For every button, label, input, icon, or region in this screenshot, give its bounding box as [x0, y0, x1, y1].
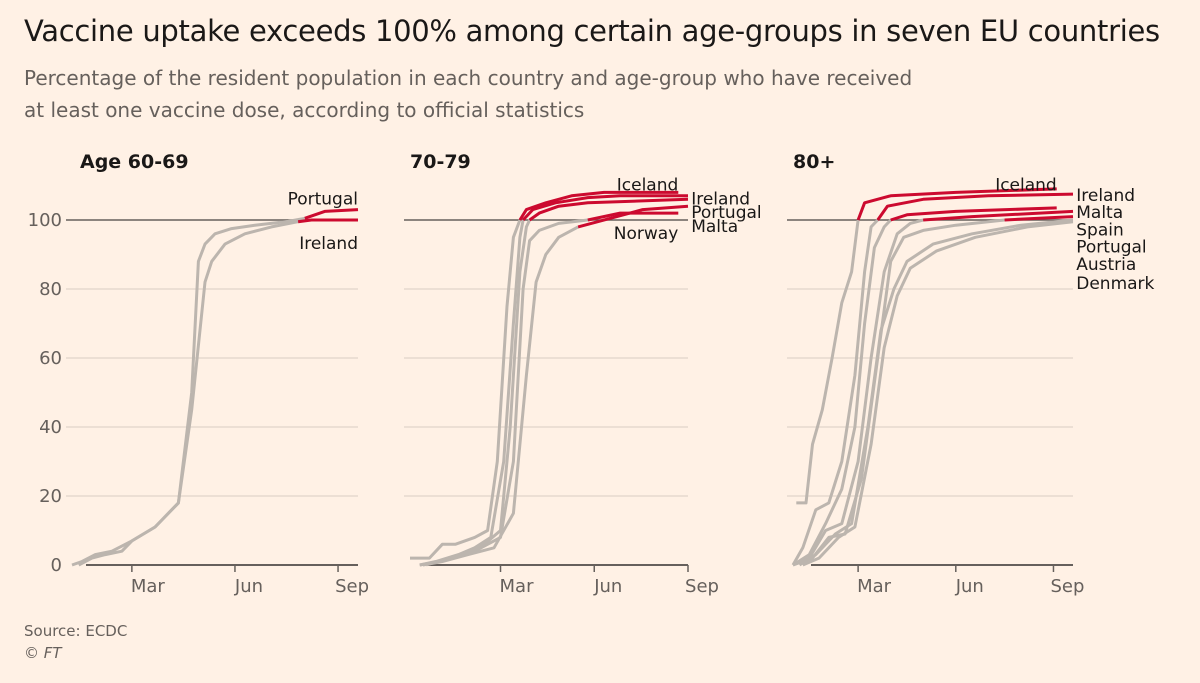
- chart-subtitle: Percentage of the resident population in…: [24, 62, 1064, 126]
- panel-title: 80+: [793, 151, 835, 173]
- series-label-spain: Spain: [1076, 220, 1124, 240]
- highlight-layer: [856, 187, 1074, 222]
- y-tick-label: 80: [39, 279, 62, 300]
- footer: Source: ECDC © FT: [24, 620, 127, 664]
- x-tick-label: Sep: [685, 576, 719, 597]
- series-label-iceland: Iceland: [995, 176, 1057, 196]
- series-line-malta: [425, 218, 588, 567]
- x-tick-label: Sep: [335, 576, 369, 597]
- series-label-portugal: Portugal: [288, 189, 358, 209]
- y-tick-label: 40: [39, 417, 62, 438]
- series-highlight-malta: [890, 206, 1057, 222]
- series-highlight-portugal: [304, 208, 359, 220]
- series-label-ireland: Ireland: [299, 234, 358, 254]
- series-line-spain: [792, 218, 924, 567]
- series-highlight-iceland: [856, 187, 1057, 221]
- series-highlight-iceland: [518, 190, 679, 221]
- series-highlight-portugal: [528, 197, 689, 222]
- series-label-austria: Austria: [1076, 255, 1136, 275]
- series-highlight-ireland: [876, 192, 1074, 221]
- x-tick-label: Jun: [234, 576, 263, 597]
- x-tick-label: Mar: [857, 576, 892, 597]
- source-note: Source: ECDC: [24, 622, 128, 640]
- subtitle-line-1: Percentage of the resident population in…: [24, 66, 913, 90]
- series-line-ireland: [78, 220, 299, 567]
- subtitle-line-2: at least one vaccine dose, according to …: [24, 98, 585, 122]
- y-tick-label: 60: [39, 348, 62, 369]
- series-label-ireland: Ireland: [1076, 186, 1135, 206]
- series-line-portugal: [71, 216, 306, 567]
- series-line-ireland: [419, 219, 525, 567]
- series-highlight-ireland: [522, 194, 688, 222]
- x-tick-label: Jun: [593, 576, 622, 597]
- grey-layer: [71, 216, 306, 567]
- series-label-ireland: Ireland: [691, 189, 750, 209]
- panel-3: 80+ Mar Jun Sep Iceland IrelandMaltaSpainPort…: [787, 151, 1155, 597]
- series-label-iceland: Iceland: [617, 176, 679, 196]
- series-line-ireland: [791, 218, 879, 566]
- chart-title: Vaccine uptake exceeds 100% among certai…: [24, 14, 1160, 48]
- grey-layer: [410, 218, 588, 567]
- series-label-portugal: Portugal: [1076, 238, 1146, 258]
- series-highlight-ireland: [297, 218, 358, 224]
- series-label-portugal: Portugal: [691, 203, 761, 223]
- y-tick-label: 100: [28, 210, 62, 231]
- series-line-malta: [792, 218, 892, 567]
- highlight-layer: [297, 208, 359, 224]
- series-label-malta: Malta: [691, 217, 738, 237]
- y-tick-label: 20: [39, 486, 62, 507]
- series-label-denmark: Denmark: [1076, 274, 1154, 294]
- series-line-denmark: [802, 220, 1074, 567]
- series-line-iceland: [410, 219, 522, 560]
- x-tick-label: Sep: [1050, 576, 1084, 597]
- series-highlight-norway: [577, 204, 689, 229]
- panel-title: Age 60-69: [80, 151, 189, 173]
- grey-layer: [791, 218, 1074, 567]
- panel-2: 70-79 Mar Jun Sep Iceland Norway IrelandPortug…: [404, 151, 762, 597]
- highlight-layer: [518, 190, 689, 229]
- x-tick-label: Jun: [955, 576, 984, 597]
- series-line-austria: [798, 218, 1074, 567]
- y-tick-label: 0: [51, 555, 62, 576]
- panel-title: 70-79: [410, 151, 471, 173]
- series-highlight-spain: [923, 209, 1074, 222]
- series-line-iceland: [796, 219, 860, 505]
- x-tick-label: Mar: [131, 576, 166, 597]
- series-label-malta: Malta: [1076, 203, 1123, 223]
- panel-1: Age 60-69 20 40 60 80 0 100 Mar Jun Sep Portugal Ir…: [28, 151, 369, 597]
- x-tick-label: Mar: [500, 576, 535, 597]
- series-label-norway: Norway: [614, 224, 679, 244]
- series-highlight-portugal: [1004, 215, 1074, 222]
- series-highlight-malta: [587, 211, 679, 222]
- copyright-note: © FT: [24, 644, 62, 662]
- series-line-norway: [422, 225, 579, 567]
